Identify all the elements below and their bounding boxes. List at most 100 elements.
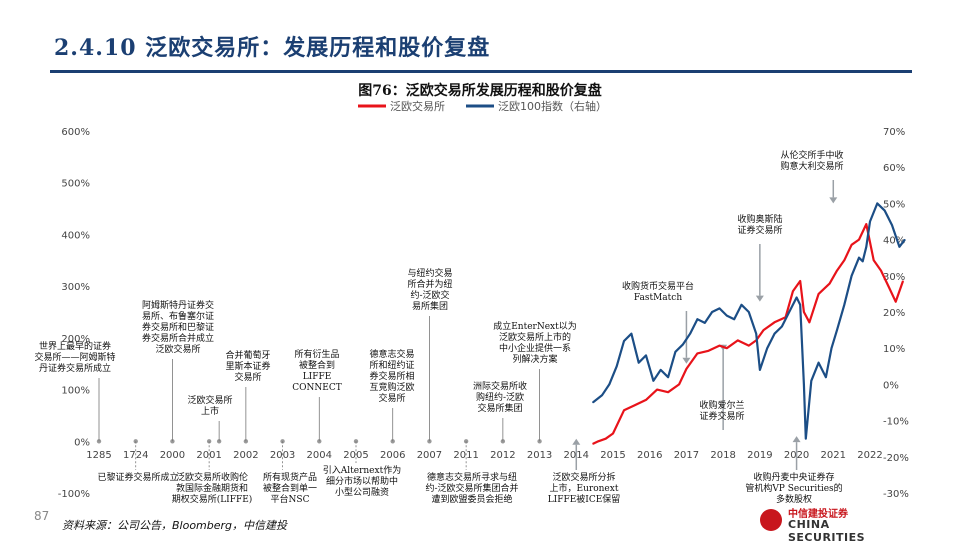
series-point-0 — [667, 391, 669, 393]
series-point-0 — [858, 239, 860, 241]
annotation-text: 被整合到 — [299, 359, 335, 371]
series-point-1 — [616, 365, 618, 367]
x-axis-tick: 2006 — [380, 450, 405, 461]
series-point-1 — [674, 351, 677, 353]
series-point-0 — [836, 270, 838, 272]
annotation-text: 互竞购泛欧 — [369, 381, 414, 393]
legend-label-1: 泛欧100指数（右轴） — [498, 99, 607, 113]
series-point-1 — [711, 311, 713, 313]
annotation-text: 从伦交所手中收 — [780, 149, 843, 161]
annotation-text: 遭到欧盟委员会拒绝 — [431, 493, 512, 505]
series-point-1 — [862, 260, 864, 262]
x-axis-tick: 2001 — [196, 450, 221, 461]
series-point-0 — [623, 409, 625, 411]
annotation-text: 收购爱尔兰 — [699, 399, 744, 411]
annotation-text: 细分市场以帮助中 — [326, 475, 398, 487]
annotation-text: 泛欧交易所上市的 — [499, 331, 571, 343]
right-axis-tick: -30% — [883, 489, 909, 500]
annotation-text: 购意大利交易所 — [780, 160, 843, 172]
series-point-1 — [891, 224, 893, 226]
series-point-0 — [873, 259, 875, 261]
series-point-0 — [799, 280, 801, 282]
left-axis-tick: 300% — [61, 282, 90, 293]
source-note: 资料来源：公司公告，Bloomberg，中信建投 — [62, 519, 288, 532]
annotation-text: 交易所——阿姆斯特 — [34, 351, 115, 363]
series-point-1 — [755, 333, 757, 335]
left-axis-tick: 500% — [61, 179, 90, 190]
series-point-1 — [638, 362, 640, 364]
annotation-text: 所和纽约证 — [369, 359, 414, 371]
series-point-1 — [696, 318, 699, 320]
left-axis-tick: 400% — [61, 230, 90, 241]
legend-label-0: 泛欧交易所 — [390, 99, 445, 113]
series-line-1 — [592, 202, 906, 440]
series-point-0 — [902, 280, 904, 282]
series-point-0 — [656, 389, 658, 391]
annotation-text: 敦国际金融期货和 — [176, 482, 248, 494]
series-point-1 — [718, 307, 721, 309]
annotation-text: 收购奥斯陆 — [737, 213, 782, 225]
x-axis-tick: 2011 — [453, 450, 478, 461]
event-arrowhead — [792, 436, 801, 443]
series-point-1 — [704, 322, 706, 324]
annotation-text: 德意志交易所寻求与纽 — [427, 471, 517, 483]
section-title: 2.4.10 泛欧交易所：发展历程和股价复盘 — [54, 35, 491, 61]
annotation-text: 购纽约-泛欧 — [476, 391, 524, 403]
x-axis-tick: 2004 — [307, 450, 332, 461]
annotation-text: 已黎证券交易所成立 — [97, 471, 178, 483]
annotation-text: 被整合到单一 — [263, 482, 317, 494]
series-point-0 — [773, 321, 776, 323]
x-axis-tick: 2021 — [821, 450, 846, 461]
series-point-1 — [799, 304, 801, 306]
annotation-text: CONNECT — [292, 383, 341, 393]
annotation-text: 所合并为纽 — [407, 278, 452, 290]
left-axis-tick: -100% — [58, 489, 90, 500]
series-point-1 — [592, 401, 594, 404]
series-point-0 — [605, 438, 607, 440]
annotation-text: 里斯本证券 — [225, 360, 270, 372]
series-point-0 — [678, 383, 680, 385]
right-axis-tick: 10% — [883, 344, 905, 355]
right-axis-tick: 0% — [883, 380, 899, 391]
annotation-text: 世界上最早的证券 — [39, 340, 111, 352]
left-axis-tick: 600% — [61, 127, 90, 138]
logo-en: CHINA SECURITIES — [788, 518, 866, 544]
annotation-text: 约-泛欧交易所集团合并 — [425, 482, 518, 494]
series-point-1 — [748, 311, 750, 313]
series-point-1 — [788, 311, 790, 313]
series-point-1 — [660, 369, 662, 371]
series-point-1 — [630, 333, 633, 335]
annotation-text: 易所、布鲁塞尔证 — [142, 310, 214, 322]
series-point-1 — [865, 246, 867, 248]
series-point-0 — [696, 352, 699, 354]
annotation-text: 期权交易所(LIFFE) — [172, 493, 253, 505]
series-point-0 — [737, 339, 739, 341]
right-axis-tick: -10% — [883, 417, 909, 428]
annotation-text: 交易所 — [234, 371, 261, 383]
series-line-0 — [592, 223, 905, 445]
annotation-text: 列解决方案 — [512, 353, 557, 365]
x-axis-tick: 1285 — [86, 450, 111, 461]
annotation-text: LIFFE被ICE保留 — [548, 493, 621, 505]
series-point-1 — [796, 296, 798, 299]
annotation-text: 约-泛欧交 — [410, 289, 449, 301]
x-axis-tick: 2000 — [160, 450, 185, 461]
x-axis-tick: 2017 — [674, 450, 699, 461]
series-point-1 — [805, 438, 807, 440]
series-point-1 — [904, 239, 906, 241]
annotation-text: 泛欧交易所分拆 — [552, 471, 615, 483]
series-point-1 — [803, 383, 805, 385]
annotation-text: 证券交易所 — [737, 224, 782, 236]
annotation-text: LIFFE — [303, 372, 332, 382]
right-axis-tick: 60% — [883, 163, 905, 174]
event-arrowhead — [829, 197, 838, 204]
series-point-1 — [818, 362, 820, 364]
x-axis-tick: 2022 — [857, 450, 882, 461]
series-point-0 — [762, 329, 765, 331]
series-point-1 — [876, 202, 878, 204]
series-point-1 — [836, 329, 838, 331]
annotation-text: 证券交易所 — [699, 410, 744, 422]
series-point-1 — [843, 304, 845, 306]
annotation-text: 小型公司融资 — [335, 487, 389, 498]
